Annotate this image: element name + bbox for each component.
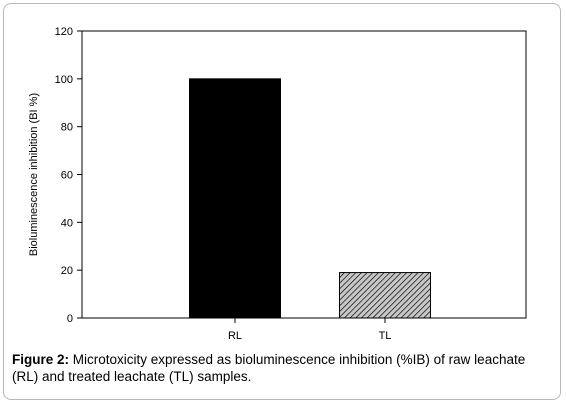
x-tick-label-tl: TL — [379, 330, 392, 342]
caption-label: Figure 2: — [12, 352, 70, 367]
figure-frame — [3, 3, 561, 400]
figure-caption: Figure 2: Microtoxicity expressed as bio… — [12, 351, 552, 385]
y-tick-label: 0 — [67, 313, 73, 325]
x-tick-label-rl: RL — [228, 330, 242, 342]
bar-rl — [189, 78, 281, 319]
caption-text: Microtoxicity expressed as bioluminescen… — [12, 352, 526, 384]
x-axis-ticks: RL TL — [228, 318, 391, 342]
y-tick-label: 80 — [61, 122, 73, 134]
y-tick-label: 120 — [55, 26, 73, 38]
y-axis-title: Bioluminescence inhibition (BI %) — [28, 93, 40, 256]
y-tick-label: 40 — [61, 217, 73, 229]
y-tick-label: 20 — [61, 265, 73, 277]
plot-area-frame — [81, 30, 527, 319]
bar-tl — [339, 272, 431, 319]
y-tick-label: 100 — [55, 74, 73, 86]
y-axis-ticks: 0 20 40 60 80 100 120 — [55, 26, 82, 325]
bars — [189, 78, 431, 319]
y-tick-label: 60 — [61, 170, 73, 182]
